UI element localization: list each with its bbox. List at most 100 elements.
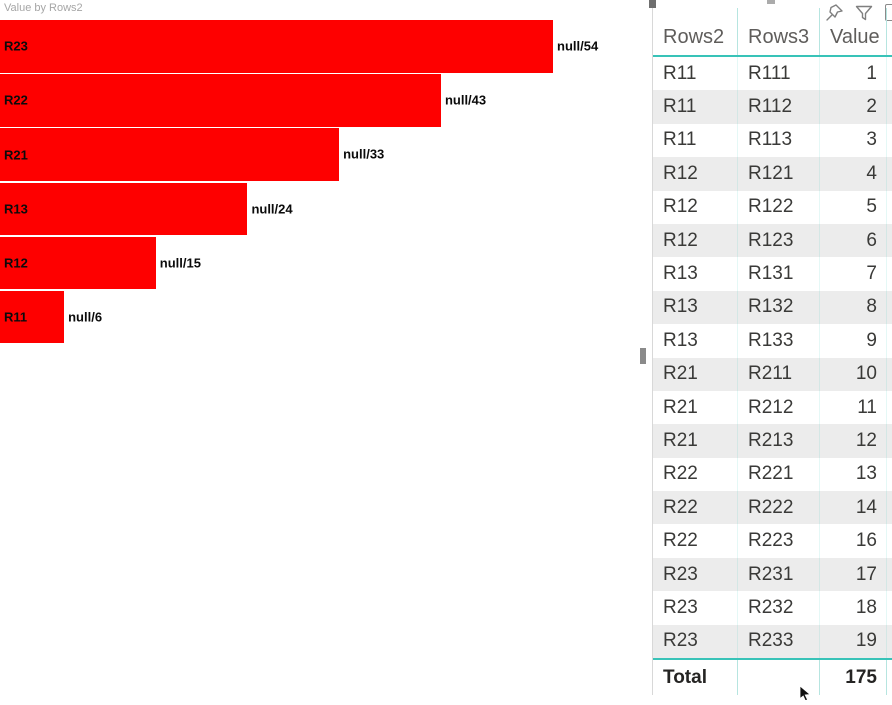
cell-rows3: R133: [738, 324, 820, 358]
table-row[interactable]: R21 R212 11: [653, 390, 892, 425]
cell-rows2: R21: [653, 390, 738, 425]
bar-value-label: null/33: [343, 146, 385, 162]
cell-rows3: R112: [738, 90, 820, 124]
cell-filler: [887, 524, 892, 557]
table-row[interactable]: R21 R213 12: [653, 424, 892, 458]
bar-row[interactable]: R13 null/24: [0, 182, 650, 237]
cell-rows2: R22: [653, 491, 738, 525]
cell-filler: [887, 358, 892, 391]
cell-rows3: R131: [738, 257, 820, 291]
cell-rows3: R113: [738, 123, 820, 158]
cell-rows3: R232: [738, 591, 820, 625]
bar[interactable]: R22: [0, 74, 441, 127]
bar-value-label: null/24: [251, 201, 293, 217]
bar-row[interactable]: R23 null/54: [0, 20, 650, 74]
cell-rows2: R12: [653, 157, 738, 191]
cell-value: 1: [820, 57, 887, 91]
cell-rows3: R122: [738, 190, 820, 224]
table-row[interactable]: R12 R121 4: [653, 157, 892, 191]
resize-handle-mid-left[interactable]: [640, 348, 646, 364]
table-row[interactable]: R21 R211 10: [653, 357, 892, 391]
cell-filler: [887, 157, 892, 190]
cell-rows3: R231: [738, 557, 820, 592]
cell-rows3: R211: [738, 357, 820, 391]
bar[interactable]: R23: [0, 20, 553, 73]
resize-handle-top-left[interactable]: [649, 0, 656, 8]
table-row[interactable]: R12 R123 6: [653, 223, 892, 258]
table-visual[interactable]: Rows2 Rows3 Value R11 R111 1 R11 R112 2 …: [652, 0, 892, 696]
table-row[interactable]: R23 R232 18: [653, 591, 892, 625]
cell-value: 14: [820, 491, 887, 525]
cell-value: 8: [820, 290, 887, 325]
cell-value: 17: [820, 557, 887, 592]
chart-title: Value by Rows2: [4, 2, 83, 14]
total-label: Total: [653, 660, 738, 696]
cell-rows2: R11: [653, 57, 738, 91]
bar-row[interactable]: R22 null/43: [0, 74, 650, 128]
bar-row[interactable]: R12 null/15: [0, 236, 650, 291]
more-options-icon[interactable]: [885, 4, 892, 21]
table-row[interactable]: R11 R112 2: [653, 90, 892, 124]
cell-filler: [887, 257, 892, 290]
bar[interactable]: R13: [0, 182, 248, 236]
cell-rows2: R11: [653, 123, 738, 158]
cell-filler: [887, 124, 892, 157]
filter-icon[interactable]: [853, 2, 875, 24]
bar-chart-visual[interactable]: Value by Rows2 R23 null/54 R22 null/43 R…: [0, 0, 650, 370]
table-row[interactable]: R22 R222 14: [653, 491, 892, 525]
total-empty-cell: [738, 660, 820, 696]
cell-rows3: R222: [738, 491, 820, 525]
cell-value: 6: [820, 223, 887, 258]
cell-rows2: R21: [653, 357, 738, 391]
cell-value: 13: [820, 457, 887, 492]
bar[interactable]: R11: [0, 290, 65, 344]
cell-value: 19: [820, 624, 887, 659]
bar-category-label: R22: [4, 92, 28, 108]
table-row[interactable]: R11 R111 1: [653, 57, 892, 91]
cell-value: 10: [820, 357, 887, 391]
table-row[interactable]: R13 R132 8: [653, 290, 892, 325]
cell-filler: [887, 424, 892, 457]
bar[interactable]: R12: [0, 236, 156, 290]
bar-category-label: R11: [4, 309, 28, 325]
resize-handle-top-center[interactable]: [767, 0, 775, 4]
cell-rows3: R121: [738, 157, 820, 191]
cell-value: 4: [820, 157, 887, 191]
table-row[interactable]: R23 R233 19: [653, 624, 892, 659]
bar-category-label: R23: [4, 38, 28, 54]
cell-rows2: R13: [653, 290, 738, 325]
cell-rows3: R213: [738, 424, 820, 458]
cell-filler: [887, 324, 892, 357]
bar-value-label: null/43: [444, 92, 487, 108]
table-row[interactable]: R11 R113 3: [653, 123, 892, 158]
cell-rows2: R12: [653, 223, 738, 258]
table-header-row: Rows2 Rows3 Value: [653, 8, 892, 57]
total-filler: [887, 660, 892, 695]
total-value: 175: [820, 660, 887, 696]
bar-category-label: R21: [4, 147, 28, 163]
table-row[interactable]: R13 R133 9: [653, 324, 892, 358]
cell-rows3: R233: [738, 624, 820, 659]
header-filler: [887, 8, 892, 55]
table-row[interactable]: R12 R122 5: [653, 190, 892, 224]
cell-filler: [887, 458, 892, 491]
bar-value-label: null/6: [68, 309, 103, 325]
cell-rows2: R12: [653, 190, 738, 224]
cell-value: 3: [820, 123, 887, 158]
table-row[interactable]: R22 R223 16: [653, 524, 892, 558]
column-header-rows2[interactable]: Rows2: [653, 8, 738, 55]
bar[interactable]: R21: [0, 128, 340, 181]
bar-row[interactable]: R11 null/6: [0, 290, 650, 345]
cell-value: 18: [820, 591, 887, 625]
cell-rows2: R23: [653, 624, 738, 659]
cell-value: 12: [820, 424, 887, 458]
table-row[interactable]: R13 R131 7: [653, 257, 892, 291]
pin-icon[interactable]: [823, 2, 845, 24]
column-header-value[interactable]: Value: [820, 8, 887, 55]
bar-value-label: null/54: [557, 38, 599, 54]
bar-row[interactable]: R21 null/33: [0, 128, 650, 182]
cell-rows2: R22: [653, 524, 738, 558]
table-row[interactable]: R22 R221 13: [653, 457, 892, 492]
column-header-rows3[interactable]: Rows3: [738, 8, 820, 55]
table-row[interactable]: R23 R231 17: [653, 557, 892, 592]
